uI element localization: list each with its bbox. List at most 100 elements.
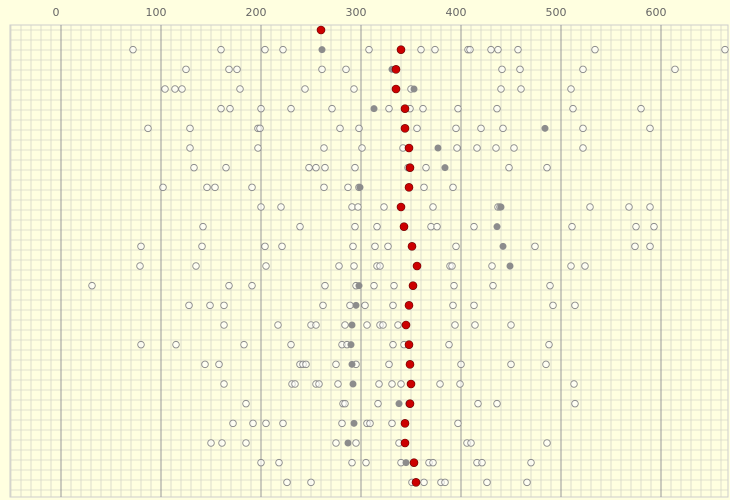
- open-point: [354, 203, 362, 211]
- open-point: [492, 144, 500, 152]
- open-point: [570, 380, 578, 388]
- marker-point: [399, 222, 409, 231]
- open-point: [379, 321, 387, 329]
- marker-point: [404, 183, 414, 192]
- open-point: [274, 321, 282, 329]
- filled-point: [402, 459, 410, 467]
- open-point: [332, 439, 340, 447]
- open-point: [254, 144, 262, 152]
- open-point: [341, 321, 349, 329]
- open-point: [507, 360, 515, 369]
- open-point: [206, 301, 214, 310]
- filled-point: [352, 301, 360, 309]
- open-point: [211, 183, 219, 192]
- open-point: [380, 203, 388, 211]
- open-point: [233, 65, 241, 74]
- open-point: [361, 301, 369, 310]
- open-point: [422, 163, 430, 172]
- open-point: [450, 281, 458, 290]
- open-point: [229, 419, 237, 428]
- open-point: [632, 222, 640, 231]
- open-point: [650, 222, 658, 231]
- marker-point: [316, 25, 326, 35]
- open-point: [199, 222, 207, 231]
- x-tick-label: 300: [346, 6, 367, 19]
- marker-point: [396, 45, 406, 54]
- open-point: [207, 439, 215, 447]
- x-tick-label: 200: [246, 6, 267, 19]
- filled-point: [349, 380, 357, 388]
- open-point: [429, 203, 437, 211]
- open-point: [236, 85, 244, 93]
- open-point: [291, 380, 299, 388]
- open-point: [296, 222, 304, 231]
- open-point: [498, 65, 506, 74]
- marker-point: [405, 163, 415, 172]
- filled-point: [344, 439, 352, 447]
- open-point: [261, 45, 269, 54]
- open-point: [579, 124, 587, 133]
- x-tick-label: 100: [146, 6, 167, 19]
- filled-point: [541, 124, 549, 132]
- open-point: [637, 104, 645, 113]
- open-point: [388, 419, 396, 428]
- open-point: [420, 183, 428, 192]
- filled-point: [434, 144, 442, 152]
- open-point: [448, 262, 456, 270]
- open-point: [220, 321, 228, 329]
- open-point: [631, 242, 639, 251]
- open-point: [332, 360, 340, 369]
- open-point: [88, 281, 96, 290]
- open-point: [257, 458, 265, 467]
- open-point: [172, 340, 180, 349]
- open-point: [467, 439, 475, 447]
- open-point: [278, 242, 286, 251]
- open-point: [366, 419, 374, 428]
- open-point: [451, 321, 459, 329]
- open-point: [376, 262, 384, 270]
- x-tick-label: 400: [446, 6, 467, 19]
- open-point: [394, 321, 402, 329]
- open-point: [351, 163, 359, 172]
- open-point: [456, 380, 464, 388]
- open-point: [190, 163, 198, 172]
- open-point: [182, 65, 190, 74]
- open-point: [625, 203, 633, 211]
- open-point: [471, 321, 479, 329]
- open-point: [385, 360, 393, 369]
- open-point: [646, 203, 654, 211]
- marker-point: [408, 281, 418, 290]
- open-point: [218, 439, 226, 447]
- open-point: [358, 144, 366, 152]
- open-point: [220, 380, 228, 388]
- open-point: [261, 242, 269, 251]
- open-point: [144, 124, 152, 133]
- open-point: [344, 183, 352, 192]
- open-point: [546, 281, 554, 290]
- open-point: [346, 301, 354, 310]
- marker-point: [412, 261, 422, 271]
- open-point: [419, 104, 427, 113]
- open-point: [452, 124, 460, 133]
- open-point: [567, 262, 575, 270]
- open-point: [185, 301, 193, 310]
- open-point: [470, 301, 478, 310]
- open-point: [517, 85, 525, 93]
- open-point: [543, 163, 551, 172]
- open-point: [646, 124, 654, 133]
- filled-point: [348, 321, 356, 329]
- x-tick-label: 500: [546, 6, 567, 19]
- open-point: [198, 242, 206, 251]
- open-point: [494, 45, 502, 54]
- open-point: [262, 262, 270, 270]
- open-point: [454, 419, 462, 428]
- open-point: [579, 144, 587, 152]
- open-point: [549, 301, 557, 310]
- open-point: [305, 163, 313, 172]
- open-point: [363, 321, 371, 329]
- open-point: [307, 478, 315, 487]
- open-point: [302, 360, 310, 369]
- open-point: [186, 124, 194, 133]
- open-point: [335, 262, 343, 270]
- open-point: [473, 144, 481, 152]
